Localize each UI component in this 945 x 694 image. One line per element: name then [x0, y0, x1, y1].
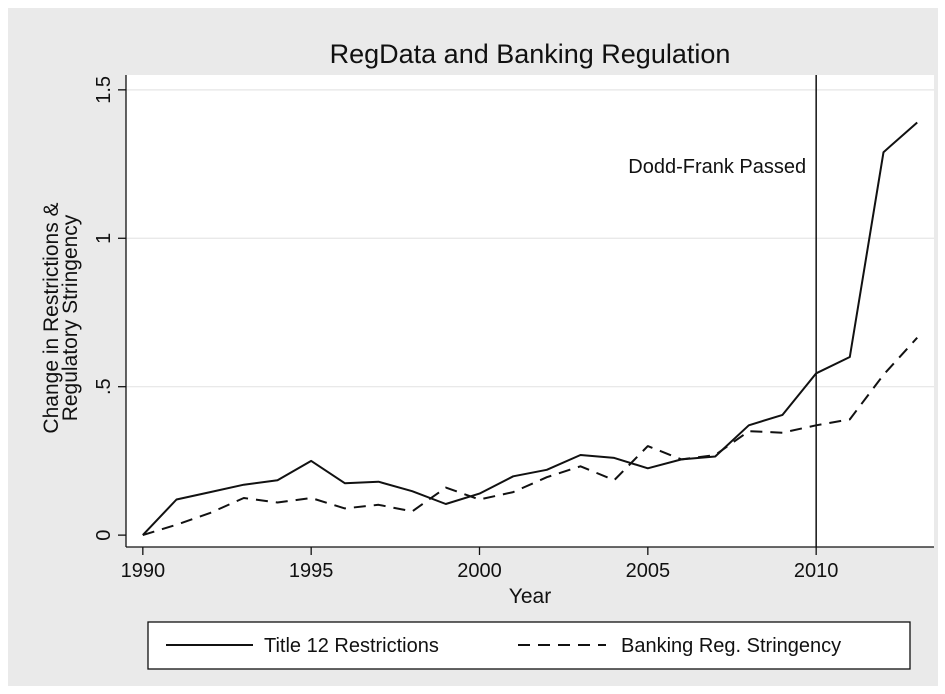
plot-group: Dodd-Frank Passed 0 .5 1 1.5 1990 1995 2000 200…: [93, 75, 934, 582]
chart-figure: Dodd-Frank Passed 0 .5 1 1.5 1990 1995 2000 200…: [8, 8, 938, 686]
ticks-layer: 0 .5 1 1.5 1990 1995 2000 2005 2010: [93, 76, 838, 582]
y-axis-label: Change in Restrictions & Regulatory Stri…: [40, 202, 82, 433]
series-layer: [142, 121, 918, 537]
x-tick-label: 2005: [626, 560, 671, 582]
x-tick-label: 2000: [457, 560, 502, 582]
y-tick-label: 1: [93, 233, 115, 244]
dodd-frank-annotation: Dodd-Frank Passed: [628, 156, 806, 178]
y-axis-label-line-2: Regulatory Stringency: [59, 214, 82, 421]
x-tick-label: 1990: [121, 560, 166, 582]
series-line-banking-reg-stringency: [142, 337, 918, 537]
chart-title: RegData and Banking Regulation: [330, 39, 731, 69]
series-line-title-12-restrictions: [142, 121, 918, 536]
y-axis-label-line-1: Change in Restrictions &: [40, 202, 63, 433]
legend-label-banking-reg: Banking Reg. Stringency: [621, 635, 841, 657]
grid-layer: [126, 89, 934, 388]
chart-svg: Dodd-Frank Passed 0 .5 1 1.5 1990 1995 2000 200…: [40, 39, 934, 670]
legend-box: [147, 621, 911, 670]
x-tick-label: 1995: [289, 560, 334, 582]
y-tick-label: 0: [93, 530, 115, 541]
x-tick-label: 2010: [794, 560, 839, 582]
y-tick-label: 1.5: [93, 76, 115, 104]
plot-area: [126, 75, 934, 547]
y-tick-label: .5: [93, 378, 115, 395]
legend-label-title-12: Title 12 Restrictions: [264, 635, 439, 657]
x-axis-label: Year: [509, 585, 551, 608]
legend: Title 12 Restrictions Banking Reg. Strin…: [147, 621, 911, 670]
